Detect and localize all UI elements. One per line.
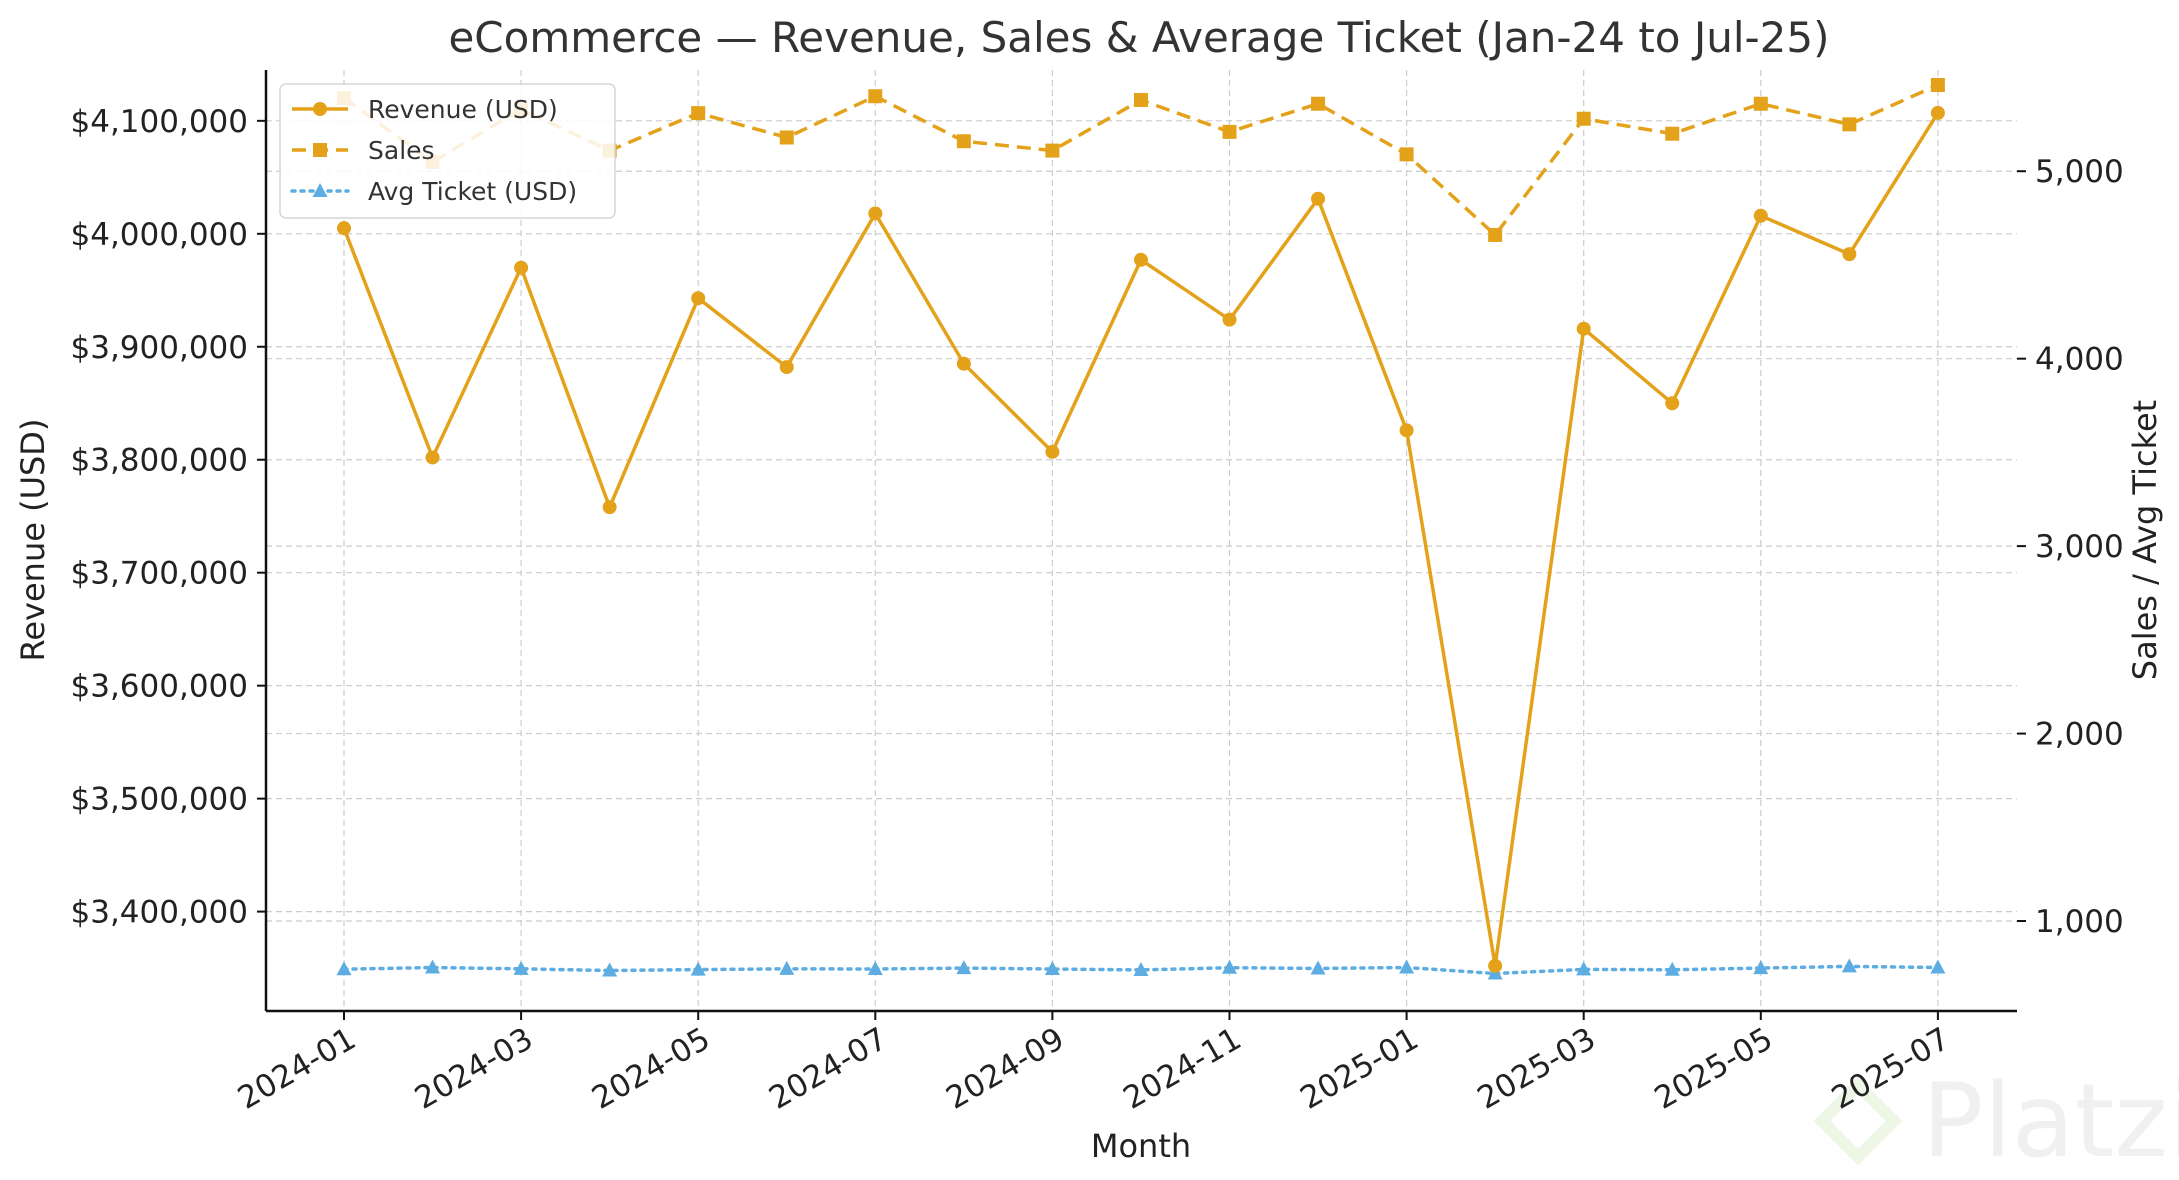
- series-revenue-usd: [337, 105, 1945, 973]
- y-left-tick-label: $3,900,000: [71, 330, 249, 366]
- data-point: [691, 291, 706, 306]
- data-point: [1576, 111, 1591, 126]
- x-tick-label: 2024-11: [1117, 1021, 1247, 1117]
- y-left-tick-label: $3,400,000: [71, 895, 249, 931]
- x-tick-label: 2024-05: [586, 1021, 716, 1117]
- data-point: [1842, 247, 1857, 262]
- data-point: [425, 450, 440, 465]
- data-point: [1133, 252, 1148, 267]
- y-right-tick-label: 3,000: [2035, 529, 2124, 565]
- y-left-tick-label: $3,500,000: [71, 782, 249, 818]
- watermark: Platzi: [1813, 1062, 2179, 1180]
- data-point: [1133, 92, 1148, 107]
- data-point: [1399, 959, 1415, 974]
- series-avg-ticket-usd: [336, 958, 1946, 980]
- data-point: [1841, 958, 1857, 973]
- data-point: [867, 961, 883, 976]
- legend-box: [279, 83, 616, 219]
- data-point: [602, 500, 617, 515]
- x-tick-label: 2024-03: [409, 1021, 539, 1117]
- data-point: [1311, 191, 1326, 206]
- y-left-tick-label: $3,800,000: [71, 443, 249, 479]
- data-point: [691, 106, 706, 121]
- data-point: [1399, 147, 1414, 162]
- data-point: [1753, 208, 1768, 223]
- data-point: [1222, 124, 1237, 139]
- data-point: [514, 260, 529, 275]
- data-point: [779, 130, 794, 145]
- legend-item: Avg Ticket (USD): [290, 177, 577, 206]
- data-point: [779, 960, 795, 975]
- legend-marker: [313, 143, 327, 157]
- y-left-tick-label: $3,600,000: [71, 669, 249, 705]
- y-left-tick-label: $3,700,000: [71, 556, 249, 592]
- data-point: [1222, 312, 1237, 327]
- series-line: [342, 111, 1940, 967]
- legend-marker: [313, 102, 327, 116]
- data-point: [1576, 961, 1592, 976]
- y-left-tick-label: $4,100,000: [71, 104, 249, 140]
- data-point: [1488, 958, 1503, 973]
- legend-marker: [312, 183, 328, 197]
- watermark-text: Platzi: [1922, 1062, 2179, 1180]
- data-point: [690, 961, 706, 976]
- chart-title: eCommerce — Revenue, Sales & Average Tic…: [448, 13, 1829, 62]
- x-tick-label: 2025-03: [1472, 1021, 1602, 1117]
- data-point: [1045, 444, 1060, 459]
- y-axis-right-label: Sales / Avg Ticket: [2126, 400, 2164, 680]
- data-point: [1753, 96, 1768, 111]
- x-axis-label: Month: [1091, 1127, 1191, 1165]
- grid: [266, 70, 2017, 1011]
- data-point: [1576, 321, 1591, 336]
- data-point: [1045, 143, 1060, 158]
- data-point: [1311, 96, 1326, 111]
- data-point: [1753, 960, 1769, 975]
- data-point: [1399, 423, 1414, 438]
- data-point: [1930, 77, 1945, 92]
- data-point: [1310, 960, 1326, 975]
- legend-item: Sales: [292, 136, 435, 165]
- legend-item: Revenue (USD): [292, 95, 558, 124]
- data-point: [868, 89, 883, 104]
- data-point: [336, 961, 352, 976]
- platzi-logo-icon: [1813, 1076, 1903, 1166]
- data-point: [513, 960, 529, 975]
- y-axis-left-label: Revenue (USD): [14, 419, 52, 662]
- data-point: [1930, 105, 1945, 120]
- x-tick-label: 2025-05: [1649, 1021, 1779, 1117]
- data-point: [1133, 961, 1149, 976]
- data-point: [1222, 959, 1237, 974]
- data-point: [337, 221, 351, 236]
- y-right-tick-label: 4,000: [2035, 342, 2124, 378]
- data-point: [956, 134, 971, 149]
- legend-label: Revenue (USD): [368, 95, 558, 124]
- x-tick-label: 2024-07: [763, 1021, 893, 1117]
- data-point: [956, 356, 971, 371]
- legend-label: Avg Ticket (USD): [368, 177, 577, 206]
- data-point: [1665, 396, 1680, 411]
- y-right-tick-label: 1,000: [2035, 904, 2124, 940]
- legend: Revenue (USD) Sales Avg Ticket (USD): [279, 83, 616, 219]
- data-point: [1488, 227, 1503, 242]
- y-right-tick-label: 2,000: [2035, 717, 2124, 753]
- x-tick-label: 2024-01: [232, 1021, 362, 1117]
- axes: [264, 70, 2017, 1013]
- x-tick-label: 2024-09: [940, 1021, 1070, 1117]
- data-point: [868, 206, 883, 221]
- data-point: [1665, 126, 1680, 141]
- data-point: [1842, 117, 1857, 132]
- data-point: [425, 959, 441, 974]
- y-left-tick-label: $4,000,000: [71, 217, 249, 253]
- data-point: [956, 960, 972, 975]
- x-tick-label: 2025-01: [1294, 1021, 1424, 1117]
- data-point: [779, 360, 794, 375]
- data-point: [602, 962, 618, 977]
- y-right-tick-label: 5,000: [2035, 154, 2124, 190]
- data-point: [1930, 959, 1946, 974]
- legend-label: Sales: [368, 136, 435, 165]
- ticks: 2024-01 2024-03 2024-05 2024-07 2024-09 2024-…: [71, 104, 2124, 1117]
- data-point: [1664, 961, 1680, 976]
- data-point: [1044, 961, 1060, 976]
